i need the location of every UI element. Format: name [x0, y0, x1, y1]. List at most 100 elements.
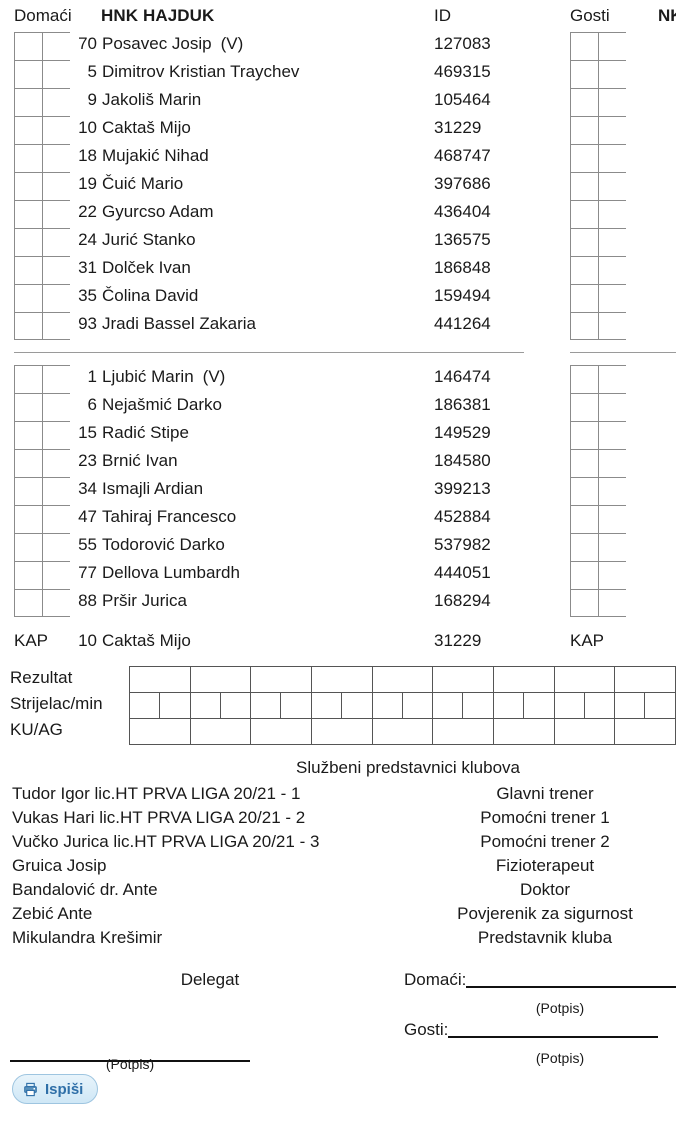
away-signature-field[interactable]: Gosti: [404, 1020, 659, 1040]
result-grid-subcell[interactable] [645, 693, 675, 718]
checkbox-cell-2[interactable] [42, 144, 70, 172]
home-checkbox-pair[interactable] [14, 505, 70, 533]
result-grid-cell[interactable] [433, 667, 495, 693]
checkbox-cell-1[interactable] [14, 365, 42, 393]
result-grid-subcell[interactable] [191, 693, 221, 718]
checkbox-cell-2[interactable] [42, 60, 70, 88]
result-grid-cell[interactable] [190, 719, 252, 745]
checkbox-cell-1[interactable] [570, 589, 598, 617]
checkbox-cell-1[interactable] [570, 561, 598, 589]
checkbox-cell-2[interactable] [42, 533, 70, 561]
result-grid-cell[interactable] [372, 667, 434, 693]
checkbox-cell-2[interactable] [598, 228, 626, 256]
checkbox-cell-1[interactable] [14, 421, 42, 449]
checkbox-cell-1[interactable] [570, 505, 598, 533]
result-grid-subcell[interactable] [160, 693, 190, 718]
result-grid-cell[interactable] [130, 667, 191, 693]
checkbox-cell-2[interactable] [42, 116, 70, 144]
checkbox-cell-2[interactable] [42, 256, 70, 284]
home-checkbox-pair[interactable] [14, 312, 70, 340]
checkbox-cell-1[interactable] [14, 60, 42, 88]
checkbox-cell-2[interactable] [598, 449, 626, 477]
checkbox-cell-2[interactable] [42, 365, 70, 393]
checkbox-cell-2[interactable] [42, 477, 70, 505]
checkbox-cell-2[interactable] [598, 477, 626, 505]
result-grid-cell[interactable] [494, 667, 555, 693]
checkbox-cell-1[interactable] [14, 393, 42, 421]
home-checkbox-pair[interactable] [14, 365, 70, 393]
result-grid-cell[interactable] [554, 667, 616, 693]
checkbox-cell-1[interactable] [570, 284, 598, 312]
result-grid-subcell[interactable] [130, 693, 160, 718]
result-grid-cell[interactable] [251, 719, 313, 745]
checkbox-cell-2[interactable] [42, 561, 70, 589]
checkbox-cell-1[interactable] [14, 200, 42, 228]
checkbox-cell-1[interactable] [14, 284, 42, 312]
checkbox-cell-1[interactable] [14, 172, 42, 200]
away-checkbox-pair[interactable] [570, 256, 626, 284]
home-checkbox-pair[interactable] [14, 60, 70, 88]
checkbox-cell-1[interactable] [570, 172, 598, 200]
result-grid-subcell[interactable] [463, 693, 493, 718]
checkbox-cell-1[interactable] [570, 144, 598, 172]
away-checkbox-pair[interactable] [570, 533, 626, 561]
checkbox-cell-2[interactable] [42, 505, 70, 533]
checkbox-cell-1[interactable] [14, 533, 42, 561]
result-grid-cell[interactable] [312, 719, 373, 745]
checkbox-cell-1[interactable] [570, 88, 598, 116]
result-grid-cell[interactable] [130, 719, 191, 745]
checkbox-cell-2[interactable] [42, 421, 70, 449]
home-checkbox-pair[interactable] [14, 88, 70, 116]
result-grid-cell[interactable] [312, 667, 373, 693]
checkbox-cell-2[interactable] [598, 200, 626, 228]
home-checkbox-pair[interactable] [14, 256, 70, 284]
checkbox-cell-2[interactable] [42, 88, 70, 116]
checkbox-cell-1[interactable] [14, 116, 42, 144]
checkbox-cell-2[interactable] [598, 172, 626, 200]
away-checkbox-pair[interactable] [570, 88, 626, 116]
result-grid-cell[interactable] [372, 719, 434, 745]
result-grid-subcell[interactable] [251, 693, 282, 718]
checkbox-cell-1[interactable] [570, 60, 598, 88]
away-checkbox-pair[interactable] [570, 144, 626, 172]
result-grid-subcell[interactable] [555, 693, 585, 718]
result-grid-subcell[interactable] [494, 693, 524, 718]
home-checkbox-pair[interactable] [14, 284, 70, 312]
checkbox-cell-2[interactable] [598, 32, 626, 60]
checkbox-cell-1[interactable] [14, 312, 42, 340]
away-checkbox-pair[interactable] [570, 421, 626, 449]
away-checkbox-pair[interactable] [570, 312, 626, 340]
checkbox-cell-2[interactable] [598, 533, 626, 561]
result-grid-cell[interactable] [494, 719, 555, 745]
away-checkbox-pair[interactable] [570, 589, 626, 617]
checkbox-cell-1[interactable] [14, 561, 42, 589]
away-checkbox-pair[interactable] [570, 449, 626, 477]
result-grid-subcell[interactable] [585, 693, 615, 718]
result-grid-subcell[interactable] [373, 693, 403, 718]
checkbox-cell-1[interactable] [14, 88, 42, 116]
checkbox-cell-2[interactable] [598, 393, 626, 421]
checkbox-cell-1[interactable] [570, 116, 598, 144]
checkbox-cell-2[interactable] [42, 172, 70, 200]
checkbox-cell-2[interactable] [598, 365, 626, 393]
result-grid-cell[interactable] [615, 693, 676, 719]
checkbox-cell-1[interactable] [14, 228, 42, 256]
checkbox-cell-1[interactable] [570, 365, 598, 393]
checkbox-cell-2[interactable] [42, 200, 70, 228]
result-grid-cell[interactable] [554, 693, 616, 719]
result-grid-cell[interactable] [130, 693, 191, 719]
result-grid-cell[interactable] [615, 719, 676, 745]
checkbox-cell-1[interactable] [570, 312, 598, 340]
result-grid-cell[interactable] [615, 667, 676, 693]
away-checkbox-pair[interactable] [570, 477, 626, 505]
checkbox-cell-1[interactable] [570, 256, 598, 284]
checkbox-cell-1[interactable] [14, 32, 42, 60]
checkbox-cell-2[interactable] [598, 144, 626, 172]
home-checkbox-pair[interactable] [14, 449, 70, 477]
checkbox-cell-1[interactable] [570, 32, 598, 60]
result-grid-subcell[interactable] [524, 693, 554, 718]
result-grid-cell[interactable] [372, 693, 434, 719]
home-signature-field[interactable]: Domaći: [404, 970, 676, 990]
away-checkbox-pair[interactable] [570, 505, 626, 533]
result-grid-cell[interactable] [433, 719, 495, 745]
